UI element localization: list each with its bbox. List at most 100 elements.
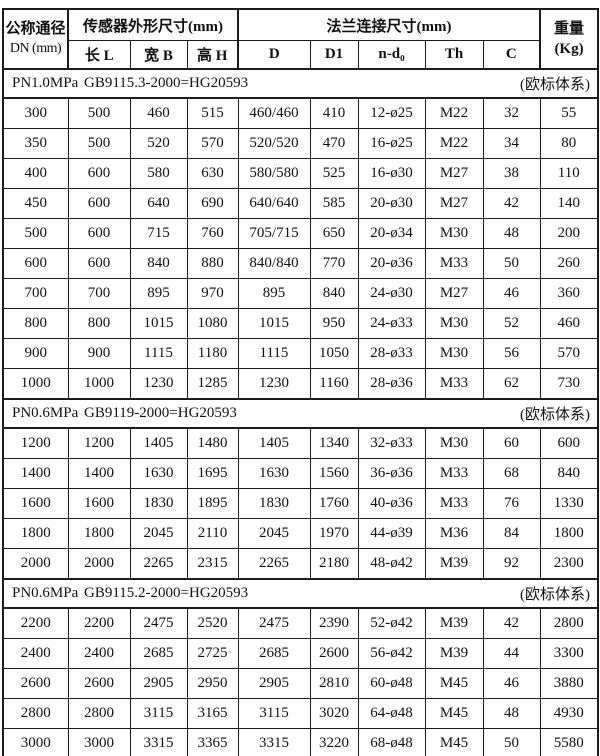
table-cell: 1600 bbox=[67, 488, 131, 519]
table-cell: 515 bbox=[186, 97, 239, 129]
section-cell: PN0.6MPa GB9119-2000=HG20593 (欧标体系) bbox=[2, 398, 599, 429]
table-cell: 1330 bbox=[539, 488, 599, 519]
table-cell: 2800 bbox=[539, 607, 599, 639]
table-cell: 260 bbox=[539, 248, 599, 279]
table-row: 1400 1400 1630 1695 1630 1560 36-ø36 M33 68 840 bbox=[2, 458, 599, 489]
table-cell: 48 bbox=[482, 698, 541, 729]
table-cell: 2950 bbox=[186, 668, 239, 699]
table-cell: 42 bbox=[482, 607, 541, 639]
table-cell: 500 bbox=[67, 97, 131, 129]
table-cell: 1015 bbox=[237, 308, 311, 339]
table-cell: 900 bbox=[2, 338, 69, 369]
table-row: 1200 1200 1405 1480 1405 1340 32-ø33 M30 60 600 bbox=[2, 427, 599, 459]
table-row: 300 500 460 515 460/460 410 12-ø25 M22 32 55 bbox=[2, 97, 599, 129]
table-cell: 3115 bbox=[129, 698, 188, 729]
header-c: C bbox=[482, 40, 541, 70]
section-header: PN0.6MPa GB9115.2-2000=HG20593 (欧标体系) bbox=[4, 583, 597, 604]
table-cell: 36-ø36 bbox=[357, 458, 426, 489]
table-cell: 3315 bbox=[129, 728, 188, 756]
table-cell: 1000 bbox=[67, 368, 131, 400]
table-cell: 20-ø30 bbox=[357, 188, 426, 219]
table-cell: 460 bbox=[129, 97, 188, 129]
table-cell: 2200 bbox=[67, 607, 131, 639]
table-cell: 1115 bbox=[129, 338, 188, 369]
table-cell: 840 bbox=[309, 278, 359, 309]
table-cell: M39 bbox=[424, 607, 484, 639]
table-cell: 715 bbox=[129, 218, 188, 249]
table-cell: 760 bbox=[186, 218, 239, 249]
table-row: 2200 2200 2475 2520 2475 2390 52-ø42 M39 42 2800 bbox=[2, 607, 599, 639]
table-cell: 1830 bbox=[129, 488, 188, 519]
table-cell: 62 bbox=[482, 368, 541, 400]
table-cell: 950 bbox=[309, 308, 359, 339]
table-body: PN1.0MPa GB9115.3-2000=HG20593 (欧标体系) 300 50… bbox=[2, 68, 599, 756]
dimension-table: 公称通径 DN (mm) 传感器外形尺寸(mm) 法兰连接尺寸(mm) 重量 (… bbox=[2, 8, 600, 756]
table-cell: 2810 bbox=[309, 668, 359, 699]
table-cell: 44-ø39 bbox=[357, 518, 426, 549]
table-cell: 2045 bbox=[129, 518, 188, 549]
table-cell: 60 bbox=[482, 427, 541, 459]
table-cell: 24-ø33 bbox=[357, 308, 426, 339]
table-cell: 2725 bbox=[186, 638, 239, 669]
table-cell: 1400 bbox=[67, 458, 131, 489]
table-cell: M36 bbox=[424, 518, 484, 549]
table-row: 900 900 1115 1180 1115 1050 28-ø33 M30 56 570 bbox=[2, 338, 599, 369]
table-cell: 2600 bbox=[309, 638, 359, 669]
header-flange-dimensions-group: 法兰连接尺寸(mm) bbox=[236, 8, 541, 41]
table-cell: 1695 bbox=[186, 458, 239, 489]
table-row: 1600 1600 1830 1895 1830 1760 40-ø36 M33 76 1330 bbox=[2, 488, 599, 519]
table-cell: 2000 bbox=[2, 548, 69, 580]
table-cell: 20-ø36 bbox=[357, 248, 426, 279]
table-row: 2600 2600 2905 2950 2905 2810 60-ø48 M45 46 3880 bbox=[2, 668, 599, 699]
table-cell: 1050 bbox=[309, 338, 359, 369]
table-cell: 520 bbox=[129, 128, 188, 159]
table-cell: 2390 bbox=[309, 607, 359, 639]
table-cell: 360 bbox=[539, 278, 599, 309]
table-cell: 3220 bbox=[309, 728, 359, 756]
table-cell: 700 bbox=[2, 278, 69, 309]
section-system-label: (欧标体系) bbox=[520, 77, 591, 93]
table-cell: M30 bbox=[424, 218, 484, 249]
table-cell: 500 bbox=[2, 218, 69, 249]
section-standard-label: GB9115.3-2000=HG20593 bbox=[84, 75, 249, 91]
table-cell: 1200 bbox=[67, 427, 131, 459]
table-cell: 44 bbox=[482, 638, 541, 669]
table-cell: 16-ø25 bbox=[357, 128, 426, 159]
table-cell: M33 bbox=[424, 458, 484, 489]
header-d1: D1 bbox=[309, 40, 359, 70]
section-system-label: (欧标体系) bbox=[520, 587, 591, 603]
table-cell: 600 bbox=[67, 248, 131, 279]
table-cell: 1015 bbox=[129, 308, 188, 339]
table-cell: 3165 bbox=[186, 698, 239, 729]
table-cell: 2400 bbox=[67, 638, 131, 669]
table-row: 2800 2800 3115 3165 3115 3020 64-ø48 M45 48 4930 bbox=[2, 698, 599, 729]
header-weight-label: 重量 bbox=[554, 20, 585, 37]
table-cell: 1600 bbox=[2, 488, 69, 519]
table-cell: 140 bbox=[539, 188, 599, 219]
table-row: 450 600 640 690 640/640 585 20-ø30 M27 42 140 bbox=[2, 188, 599, 219]
table-cell: 1630 bbox=[237, 458, 311, 489]
table-cell: 80 bbox=[539, 128, 599, 159]
table-cell: 2600 bbox=[2, 668, 69, 699]
header-th: Th bbox=[424, 40, 484, 70]
table-cell: 3315 bbox=[237, 728, 311, 756]
table-cell: 56-ø42 bbox=[357, 638, 426, 669]
table-cell: 1760 bbox=[309, 488, 359, 519]
table-cell: 3000 bbox=[67, 728, 131, 756]
table-cell: 2475 bbox=[237, 607, 311, 639]
table-cell: 46 bbox=[482, 668, 541, 699]
table-cell: 600 bbox=[67, 158, 131, 189]
table-cell: 2800 bbox=[2, 698, 69, 729]
table-cell: 56 bbox=[482, 338, 541, 369]
section-standard-label: GB9115.2-2000=HG20593 bbox=[84, 585, 249, 601]
table-cell: 1800 bbox=[2, 518, 69, 549]
table-cell: 895 bbox=[129, 278, 188, 309]
table-cell: 1800 bbox=[67, 518, 131, 549]
header-sensor-dimensions-group: 传感器外形尺寸(mm) bbox=[67, 8, 239, 41]
header-nominal-diameter-label: 公称通径 bbox=[5, 21, 66, 38]
table-cell: 200 bbox=[539, 218, 599, 249]
section-system-label: (欧标体系) bbox=[520, 407, 591, 423]
table-cell: 2265 bbox=[129, 548, 188, 580]
table-cell: 2685 bbox=[129, 638, 188, 669]
table-cell: 68 bbox=[482, 458, 541, 489]
